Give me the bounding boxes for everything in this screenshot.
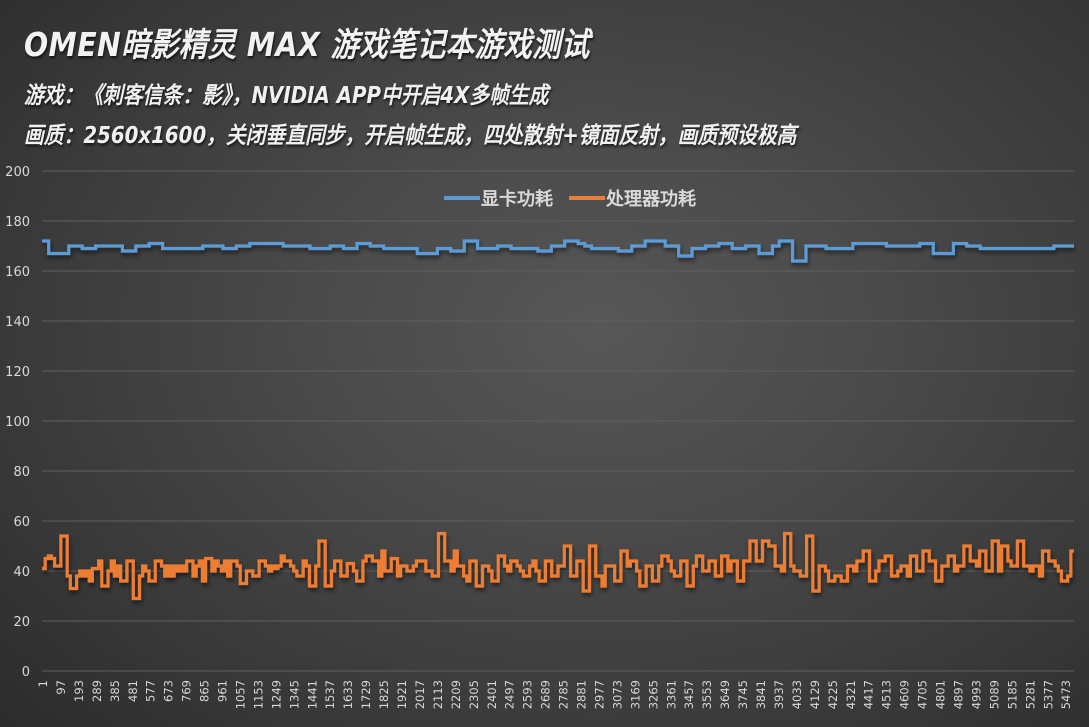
x-tick-label: 2977 [592, 680, 606, 709]
x-tick-label: 1441 [305, 680, 319, 709]
gpu-power-line [42, 239, 1074, 263]
x-tick-label: 4705 [916, 680, 930, 709]
series-lines [42, 239, 1074, 601]
y-tick-label: 40 [13, 565, 30, 580]
x-tick-label: 1921 [395, 680, 409, 709]
x-tick-label: 4129 [808, 680, 822, 709]
x-tick-label: 4513 [880, 680, 894, 709]
x-tick-label: 97 [54, 680, 68, 695]
x-tick-label: 1825 [377, 680, 391, 709]
y-axis-ticks: 0 20 40 60 80 100 120 140 160 180 200 [5, 165, 30, 680]
x-tick-label: 3649 [718, 680, 732, 709]
x-tick-label: 5473 [1059, 680, 1073, 709]
x-tick-label: 193 [72, 680, 86, 702]
y-tick-label: 20 [13, 615, 30, 630]
x-tick-label: 577 [144, 680, 158, 702]
y-tick-label: 80 [13, 465, 30, 480]
x-tick-label: 1345 [287, 680, 301, 709]
x-tick-label: 4417 [862, 680, 876, 709]
x-tick-label: 2305 [467, 680, 481, 709]
x-tick-label: 5089 [987, 680, 1001, 709]
y-tick-label: 120 [5, 365, 30, 380]
y-tick-label: 200 [5, 165, 30, 180]
x-tick-label: 769 [180, 680, 194, 702]
x-tick-label: 865 [198, 680, 212, 702]
x-tick-label: 2113 [431, 680, 445, 709]
y-tick-label: 160 [5, 265, 30, 280]
x-tick-label: 673 [162, 680, 176, 702]
x-tick-label: 5281 [1023, 680, 1037, 709]
x-tick-label: 1633 [341, 680, 355, 709]
chart-subtitle-game: 游戏：《刺客信条：影》，NVIDIA APP中开启4X多帧生成 [24, 83, 549, 109]
x-tick-label: 1537 [323, 680, 337, 709]
x-tick-label: 2401 [485, 680, 499, 709]
x-tick-label: 3841 [754, 680, 768, 709]
y-tick-label: 100 [5, 415, 30, 430]
x-axis-ticks: 1 97 193 289 385 481 577 673 769 865 961 1057 1153 12… [36, 680, 1073, 709]
x-tick-label: 3457 [682, 680, 696, 709]
x-tick-label: 2785 [557, 680, 571, 709]
x-tick-label: 3073 [610, 680, 624, 709]
x-tick-label: 4033 [790, 680, 804, 709]
chart-title: OMEN暗影精灵 MAX 游戏笔记本游戏测试 [24, 25, 590, 64]
x-tick-label: 3553 [700, 680, 714, 709]
x-tick-label: 2593 [521, 680, 535, 709]
x-tick-label: 2209 [449, 680, 463, 709]
legend-cpu-label: 处理器功耗 [605, 188, 696, 210]
x-tick-label: 4897 [952, 680, 966, 709]
x-tick-label: 961 [216, 680, 230, 702]
x-tick-label: 1 [36, 680, 50, 687]
y-tick-label: 0 [22, 665, 30, 680]
x-tick-label: 2881 [575, 680, 589, 709]
y-tick-label: 180 [5, 215, 30, 230]
x-tick-label: 3265 [646, 680, 660, 709]
y-tick-label: 60 [13, 515, 30, 530]
x-tick-label: 2017 [413, 680, 427, 709]
x-tick-label: 4993 [969, 680, 983, 709]
x-tick-label: 4609 [898, 680, 912, 709]
x-tick-label: 4225 [826, 680, 840, 709]
x-tick-label: 3169 [628, 680, 642, 709]
chart-subtitle-quality: 画质：2560x1600，关闭垂直同步，开启帧生成，四处散射+镜面反射，画质预设… [24, 123, 797, 149]
x-tick-label: 3361 [664, 680, 678, 709]
x-tick-label: 1729 [359, 680, 373, 709]
x-tick-label: 3937 [772, 680, 786, 709]
x-tick-label: 2497 [503, 680, 517, 709]
x-tick-label: 4321 [844, 680, 858, 709]
legend-gpu-label: 显卡功耗 [481, 188, 553, 210]
x-tick-label: 5185 [1005, 680, 1019, 709]
x-tick-label: 3745 [736, 680, 750, 709]
x-tick-label: 289 [90, 680, 104, 702]
x-tick-label: 4801 [934, 680, 948, 709]
legend: 显卡功耗 处理器功耗 [444, 188, 696, 210]
x-tick-label: 481 [126, 680, 140, 702]
x-tick-label: 1057 [233, 680, 247, 709]
x-tick-label: 1249 [269, 680, 283, 709]
x-tick-label: 2689 [539, 680, 553, 709]
x-tick-label: 1153 [251, 680, 265, 709]
x-tick-label: 5377 [1041, 680, 1055, 709]
cpu-power-line [42, 531, 1074, 601]
x-tick-label: 385 [108, 680, 122, 702]
y-tick-label: 140 [5, 315, 30, 330]
